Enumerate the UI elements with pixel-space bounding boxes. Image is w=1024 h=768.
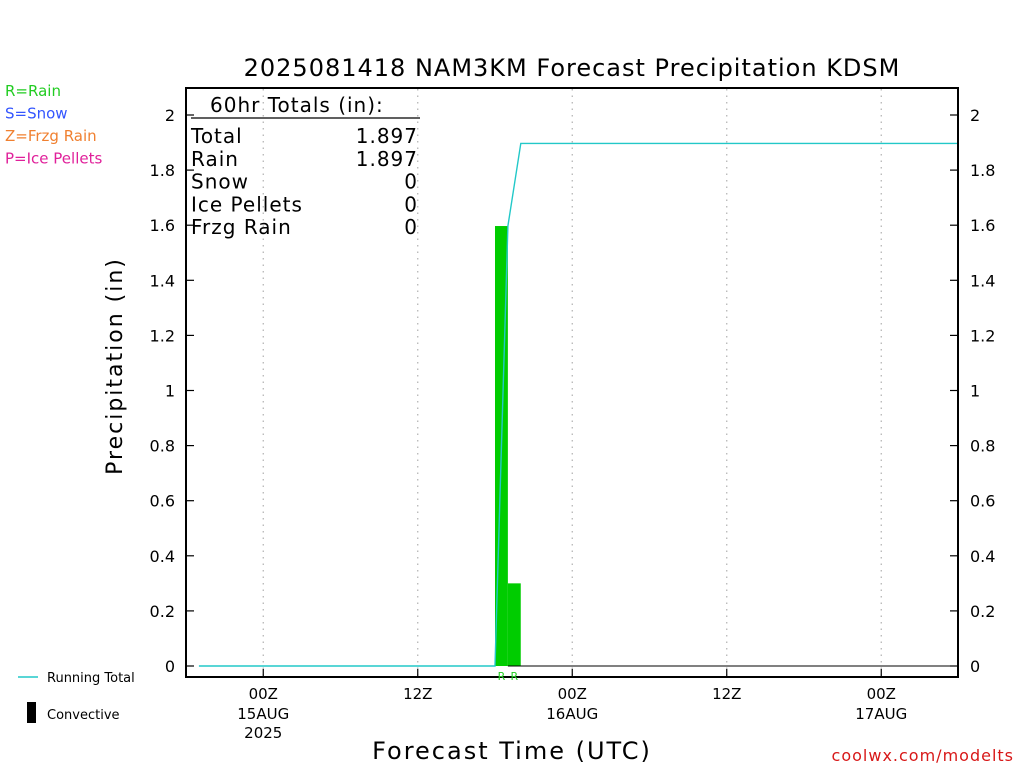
- y-tick-label: 0.8: [150, 437, 175, 456]
- y-tick-label: 0.2: [150, 602, 175, 621]
- precip-type-legend-item: P=Ice Pellets: [5, 150, 102, 168]
- y-tick-label: 0: [165, 657, 175, 676]
- y-tick-label: 1: [165, 382, 175, 401]
- bars: [495, 226, 521, 667]
- totals-row-value: 1.897: [356, 147, 418, 171]
- x-tick-date: 15AUG: [237, 705, 289, 723]
- y-tick-label: 1.4: [970, 271, 995, 290]
- totals-header: 60hr Totals (in):: [210, 93, 384, 117]
- totals-row-label: Rain: [191, 147, 239, 171]
- x-axis-label: Forecast Time (UTC): [372, 737, 652, 765]
- x-tick-label: 12Z: [403, 685, 432, 703]
- y-tick-label: 0.4: [970, 547, 995, 566]
- totals-row-value: 0: [404, 192, 418, 216]
- y-tick-label: 1.8: [150, 161, 175, 180]
- totals-row-value: 0: [404, 170, 418, 194]
- totals-box: 60hr Totals (in): Total 1.897 Rain 1.897 Snow…: [190, 93, 420, 239]
- y-tick-label: 0.6: [150, 492, 175, 511]
- precip-type-legend-item: S=Snow: [5, 105, 68, 123]
- x-tick-label: 00Z: [867, 685, 896, 703]
- y-axis-label: Precipitation (in): [103, 257, 128, 475]
- x-tick-label: 12Z: [712, 685, 741, 703]
- y-axis-right: 0 0.2 0.4 0.6 0.8 1 1.2 1.4 1.6 1.8 2: [950, 106, 995, 676]
- x-tick-year: 2025: [244, 724, 282, 742]
- totals-row-label: Frzg Rain: [191, 215, 292, 239]
- precip-type-legend-item: Z=Frzg Rain: [5, 127, 97, 145]
- running-total-legend-label: Running Total: [47, 671, 135, 686]
- convective-legend-label: Convective: [47, 708, 120, 723]
- y-tick-label: 1: [970, 382, 980, 401]
- precip-type-legend-item: R=Rain: [5, 82, 61, 100]
- totals-row-value: 0: [404, 215, 418, 239]
- y-tick-label: 0.2: [970, 602, 995, 621]
- y-tick-label: 1.2: [150, 326, 175, 345]
- totals-row-value: 1.897: [356, 124, 418, 148]
- precip-type-legend: R=Rain S=Snow Z=Frzg Rain P=Ice Pellets: [5, 82, 102, 168]
- y-tick-label: 2: [165, 106, 175, 125]
- x-tick-label: 00Z: [558, 685, 587, 703]
- y-tick-label: 1.4: [150, 271, 175, 290]
- y-tick-label: 1.8: [970, 161, 995, 180]
- y-tick-label: 0.6: [970, 492, 995, 511]
- chart-title: 2025081418 NAM3KM Forecast Precipitation…: [244, 54, 901, 82]
- bar-type-label: R: [510, 670, 518, 683]
- bar-type-label: R: [498, 670, 506, 683]
- y-tick-label: 1.6: [970, 216, 995, 235]
- x-tick-label: 00Z: [249, 685, 278, 703]
- y-tick-label: 0: [970, 657, 980, 676]
- credit-text: coolwx.com/modelts: [832, 746, 1014, 765]
- line-legend: Running Total Convective: [18, 671, 135, 723]
- y-tick-label: 0.8: [970, 437, 995, 456]
- x-tick-date: 17AUG: [855, 705, 907, 723]
- y-tick-label: 1.2: [970, 326, 995, 345]
- convective-legend-swatch: [27, 702, 36, 723]
- precip-bar: [507, 583, 521, 666]
- y-axis-left: 0 0.2 0.4 0.6 0.8 1 1.2 1.4 1.6 1.8 2: [150, 106, 194, 676]
- x-tick-date: 16AUG: [546, 705, 598, 723]
- totals-row-label: Ice Pellets: [191, 192, 303, 216]
- totals-row-label: Total: [190, 124, 243, 148]
- grid-lines: [262, 89, 882, 676]
- y-tick-label: 2: [970, 106, 980, 125]
- totals-row-label: Snow: [191, 170, 249, 194]
- y-tick-label: 1.6: [150, 216, 175, 235]
- running-total-line: [198, 142, 959, 667]
- y-tick-label: 0.4: [150, 547, 175, 566]
